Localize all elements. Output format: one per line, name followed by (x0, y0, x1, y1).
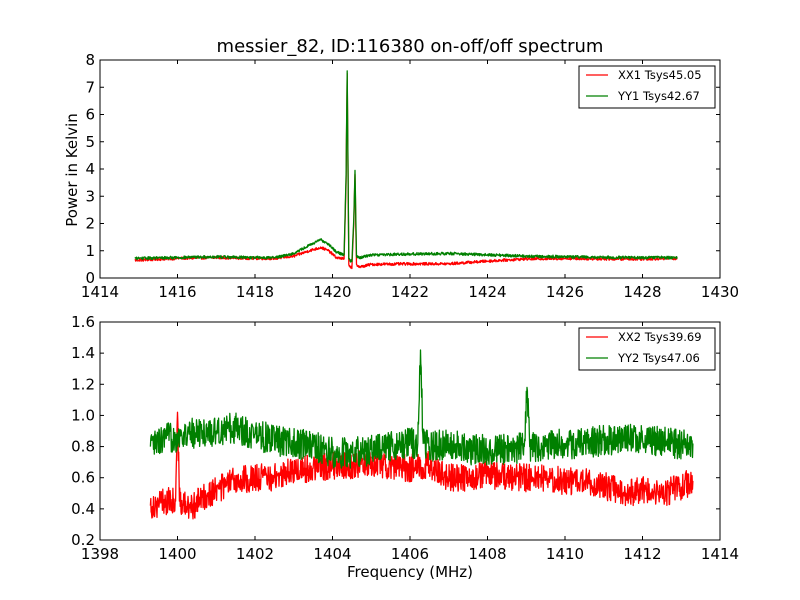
y-tick-label: 0.2 (71, 531, 95, 549)
top-spectrum-panel: messier_82, ID:116380 on-off/off spectru… (63, 36, 739, 301)
legend: XX1 Tsys45.05 YY1 Tsys42.67 (578, 65, 716, 109)
legend-label-xx2: XX2 Tsys39.69 (618, 330, 702, 344)
y-tick-label: 1.6 (71, 313, 95, 331)
x-tick-label: 1400 (158, 545, 196, 563)
legend-label-yy2: YY2 Tsys47.06 (617, 351, 700, 365)
x-tick-label: 1406 (391, 545, 429, 563)
x-tick-label: 1414 (701, 545, 739, 563)
x-tick-label: 1408 (468, 545, 506, 563)
y-tick-label: 7 (85, 78, 95, 96)
y-tick-label: 3 (85, 187, 95, 205)
x-tick-label: 1404 (313, 545, 351, 563)
legend-label-yy1: YY1 Tsys42.67 (617, 89, 700, 103)
series-lines (134, 70, 678, 270)
legend: XX2 Tsys39.69 YY2 Tsys47.06 (578, 327, 716, 371)
x-tick-label: 1430 (701, 283, 739, 301)
y-tick-label: 0 (85, 269, 95, 287)
series-lines (149, 349, 694, 520)
axis-ticks: 1398 1400 1402 1404 1406 1408 1410 1412 1414 0.2 0… (71, 313, 739, 563)
series-line-yy1 (134, 70, 678, 263)
y-tick-label: 4 (85, 160, 95, 178)
x-tick-label: 1414 (81, 283, 119, 301)
y-axis-label: Power in Kelvin (63, 113, 81, 227)
x-tick-label: 1428 (623, 283, 661, 301)
y-tick-label: 5 (85, 133, 95, 151)
x-tick-label: 1416 (158, 283, 196, 301)
x-tick-label: 1420 (313, 283, 351, 301)
chart-title: messier_82, ID:116380 on-off/off spectru… (217, 36, 604, 57)
y-tick-label: 0.6 (71, 469, 95, 487)
y-tick-label: 1 (85, 242, 95, 260)
x-axis-label: Frequency (MHz) (347, 563, 473, 581)
x-tick-label: 1422 (391, 283, 429, 301)
y-tick-label: 6 (85, 106, 95, 124)
axis-ticks: 1414 1416 1418 1420 1422 1424 1426 1428 1430 0 1 2 3… (81, 51, 739, 301)
x-tick-label: 1402 (236, 545, 274, 563)
series-line-yy2 (149, 349, 694, 469)
y-tick-label: 0.4 (71, 500, 95, 518)
y-tick-label: 2 (85, 215, 95, 233)
x-tick-label: 1418 (236, 283, 274, 301)
plot-frame (99, 59, 721, 279)
y-tick-label: 1.4 (71, 344, 95, 362)
y-tick-label: 8 (85, 51, 95, 69)
legend-label-xx1: XX1 Tsys45.05 (618, 68, 702, 82)
series-line-xx2 (149, 411, 694, 520)
y-tick-label: 0.8 (71, 438, 95, 456)
x-tick-label: 1426 (546, 283, 584, 301)
x-tick-label: 1424 (468, 283, 506, 301)
y-tick-label: 1.0 (71, 406, 95, 424)
plot-frame (99, 321, 721, 541)
x-tick-label: 1410 (546, 545, 584, 563)
y-tick-label: 1.2 (71, 375, 95, 393)
legend-box (578, 327, 716, 371)
legend-box (578, 65, 716, 109)
x-tick-label: 1398 (81, 545, 119, 563)
x-tick-label: 1412 (623, 545, 661, 563)
bottom-spectrum-panel: Frequency (MHz) 1398 1400 1402 1404 1406 1408… (71, 313, 739, 581)
